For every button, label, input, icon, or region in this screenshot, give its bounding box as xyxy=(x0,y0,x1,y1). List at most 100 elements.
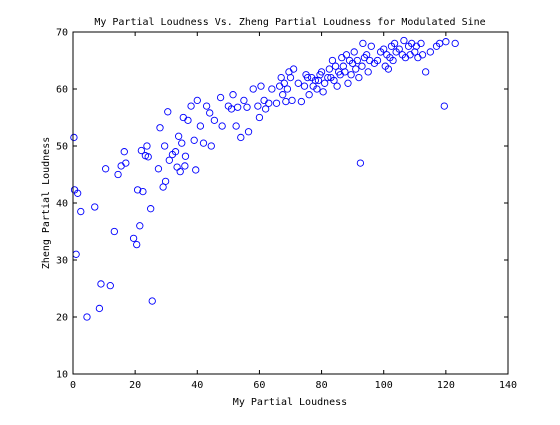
data-point xyxy=(72,250,80,258)
data-point xyxy=(193,96,201,105)
y-tick-label: 70 xyxy=(56,28,68,39)
data-point xyxy=(218,122,226,130)
chart-title: My Partial Loudness Vs. Zheng Partial Lo… xyxy=(94,17,485,28)
data-point xyxy=(257,82,265,90)
data-point xyxy=(414,54,422,62)
data-point xyxy=(353,56,361,65)
data-point xyxy=(179,113,187,122)
data-point xyxy=(275,82,284,90)
data-point xyxy=(330,76,338,85)
data-point xyxy=(207,142,215,150)
data-point xyxy=(232,122,240,130)
plot-frame xyxy=(72,31,509,375)
data-point xyxy=(324,73,332,82)
data-point xyxy=(165,156,173,164)
data-point xyxy=(110,227,118,236)
data-point xyxy=(426,48,434,56)
data-point xyxy=(364,68,372,76)
y-tick-label: 60 xyxy=(56,85,68,96)
data-points xyxy=(70,36,459,321)
data-point xyxy=(171,148,180,156)
data-point xyxy=(77,207,85,216)
data-point xyxy=(319,88,327,96)
data-point xyxy=(243,103,251,111)
x-tick-label: 0 xyxy=(70,380,76,391)
y-tick-label: 50 xyxy=(56,142,68,153)
data-point xyxy=(338,54,346,62)
x-tick-label: 100 xyxy=(375,380,393,391)
data-point xyxy=(342,51,351,59)
data-point xyxy=(120,148,128,156)
data-point xyxy=(91,203,99,211)
data-point xyxy=(442,38,450,46)
data-point xyxy=(97,280,105,288)
data-point xyxy=(206,109,214,117)
data-point xyxy=(139,187,147,196)
data-point xyxy=(83,313,91,321)
data-point xyxy=(359,39,367,48)
data-point xyxy=(286,73,295,82)
data-point xyxy=(400,36,408,45)
data-point xyxy=(95,304,104,313)
data-point xyxy=(174,132,183,140)
x-axis-label: My Partial Loudness xyxy=(233,397,347,408)
data-point xyxy=(178,139,186,147)
x-tick-label: 120 xyxy=(437,380,455,391)
x-tick-label: 40 xyxy=(191,380,203,391)
data-point xyxy=(384,65,393,73)
data-point xyxy=(261,105,270,113)
data-point xyxy=(355,73,363,82)
data-point xyxy=(328,56,337,65)
y-axis-label: Zheng Partial Loudness xyxy=(41,137,52,269)
data-point xyxy=(210,116,219,125)
data-point xyxy=(176,167,184,176)
data-point xyxy=(272,99,281,107)
data-point xyxy=(173,163,181,171)
data-point xyxy=(161,177,170,185)
data-point xyxy=(114,170,122,179)
data-point xyxy=(133,186,142,194)
data-point xyxy=(280,79,288,87)
data-point xyxy=(106,281,114,290)
data-point xyxy=(148,297,156,305)
data-point xyxy=(181,152,190,160)
data-point xyxy=(294,79,302,87)
data-point xyxy=(237,133,245,142)
data-point xyxy=(70,133,78,142)
data-point xyxy=(395,45,403,53)
data-point xyxy=(300,82,309,90)
data-point xyxy=(129,234,138,242)
data-point xyxy=(422,68,430,76)
data-point xyxy=(331,62,340,70)
data-point xyxy=(196,122,205,130)
data-point xyxy=(451,39,459,48)
data-point xyxy=(366,56,374,65)
data-point xyxy=(279,91,287,99)
data-point xyxy=(164,108,172,116)
data-point xyxy=(144,153,152,161)
data-point xyxy=(350,48,358,56)
data-point xyxy=(234,103,242,111)
x-tick-label: 20 xyxy=(129,380,141,391)
x-axis-ticks: 0 20 40 60 80 100 120 140 xyxy=(70,32,517,391)
data-point xyxy=(74,189,82,197)
data-point xyxy=(268,85,276,93)
data-point xyxy=(265,99,273,107)
data-point xyxy=(373,56,382,65)
data-point xyxy=(297,97,306,106)
data-point xyxy=(321,79,329,87)
y-tick-label: 10 xyxy=(56,370,68,381)
data-point xyxy=(417,39,425,48)
data-point xyxy=(380,45,388,53)
data-point xyxy=(161,142,169,150)
data-point xyxy=(260,96,268,105)
data-point xyxy=(181,162,189,170)
x-tick-label: 140 xyxy=(499,380,517,391)
data-point xyxy=(356,159,365,167)
data-point xyxy=(244,128,253,136)
data-point xyxy=(190,136,198,144)
data-point xyxy=(325,65,333,73)
data-point xyxy=(187,102,195,110)
